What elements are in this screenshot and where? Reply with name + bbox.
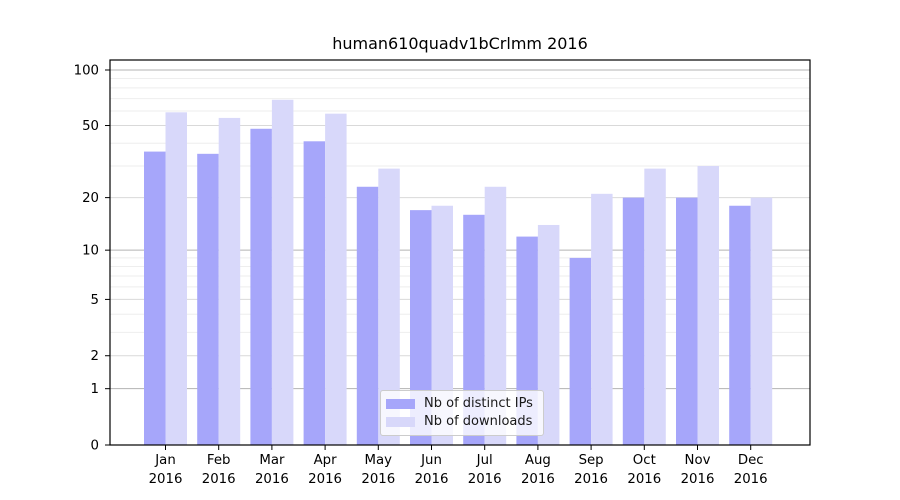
bar-downloads-jun (431, 205, 453, 445)
bar-ips-mar (250, 128, 272, 446)
bar-downloads-feb (218, 117, 241, 446)
bar-ips-oct (622, 197, 645, 445)
bar-ips-jul (463, 214, 485, 445)
x-tick-label-year: 2016 (627, 472, 661, 487)
y-tick-label: 100 (74, 64, 99, 79)
x-tick-label-month: Aug (525, 453, 551, 468)
bar-ips-dec (729, 205, 751, 445)
bar-downloads-oct (644, 168, 666, 445)
x-tick-label-month: Apr (314, 453, 338, 468)
bar-ips-sep (569, 257, 592, 445)
bar-ips-nov (676, 197, 698, 445)
legend: Nb of distinct IPs Nb of downloads (380, 390, 544, 436)
x-tick-label-year: 2016 (202, 472, 236, 487)
y-tick-label: 1 (91, 382, 99, 397)
x-tick-label-month: Feb (207, 453, 231, 468)
legend-label-distinct-ips: Nb of distinct IPs (424, 396, 533, 411)
x-tick-label-month: Jul (476, 453, 493, 468)
legend-item-distinct-ips: Nb of distinct IPs (386, 396, 535, 412)
y-tick-label: 20 (82, 191, 99, 206)
x-tick-label-month: May (365, 453, 393, 468)
x-tick-label-year: 2016 (308, 472, 342, 487)
bar-downloads-aug (537, 224, 560, 445)
x-tick-label-year: 2016 (149, 472, 183, 487)
y-tick-label: 50 (82, 119, 99, 134)
y-tick-label: 5 (91, 293, 99, 308)
chart-title: human610quadv1bCrlmm 2016 (332, 34, 588, 53)
x-tick-label-month: Dec (738, 453, 764, 468)
x-tick-label-year: 2016 (468, 472, 502, 487)
legend-item-downloads: Nb of downloads (386, 414, 535, 430)
bar-downloads-jul (484, 186, 507, 445)
bar-ips-may (356, 186, 379, 445)
bar-downloads-nov (697, 165, 719, 445)
legend-label-downloads: Nb of downloads (424, 414, 533, 429)
x-tick-label-year: 2016 (255, 472, 289, 487)
bar-downloads-may (378, 168, 400, 445)
bar-ips-feb (197, 153, 219, 445)
x-tick-label-month: Mar (259, 453, 285, 468)
x-tick-label-year: 2016 (681, 472, 715, 487)
x-tick-label-year: 2016 (521, 472, 555, 487)
x-tick-label-year: 2016 (361, 472, 395, 487)
bar-ips-apr (303, 141, 326, 445)
x-tick-label-year: 2016 (574, 472, 608, 487)
legend-swatch-downloads (386, 417, 415, 427)
bar-downloads-apr (325, 113, 347, 445)
bar-downloads-dec (750, 197, 773, 445)
bar-downloads-jan (165, 112, 187, 446)
bar-ips-jan (144, 151, 166, 445)
legend-swatch-distinct-ips (386, 399, 415, 409)
y-tick-label: 10 (82, 244, 99, 259)
bar-downloads-sep (591, 193, 613, 445)
x-tick-label-month: Jun (420, 453, 442, 468)
x-tick-label-month: Sep (579, 453, 604, 468)
y-tick-label: 0 (91, 439, 99, 454)
bar-downloads-mar (271, 99, 294, 445)
y-tick-label: 2 (91, 349, 99, 364)
x-tick-label-month: Jan (154, 453, 176, 468)
x-tick-label-month: Nov (685, 453, 711, 468)
x-tick-label-month: Oct (633, 453, 656, 468)
x-tick-label-year: 2016 (415, 472, 449, 487)
x-tick-label-year: 2016 (734, 472, 768, 487)
plot-border (109, 59, 811, 446)
bar-ips-jun (410, 210, 432, 445)
